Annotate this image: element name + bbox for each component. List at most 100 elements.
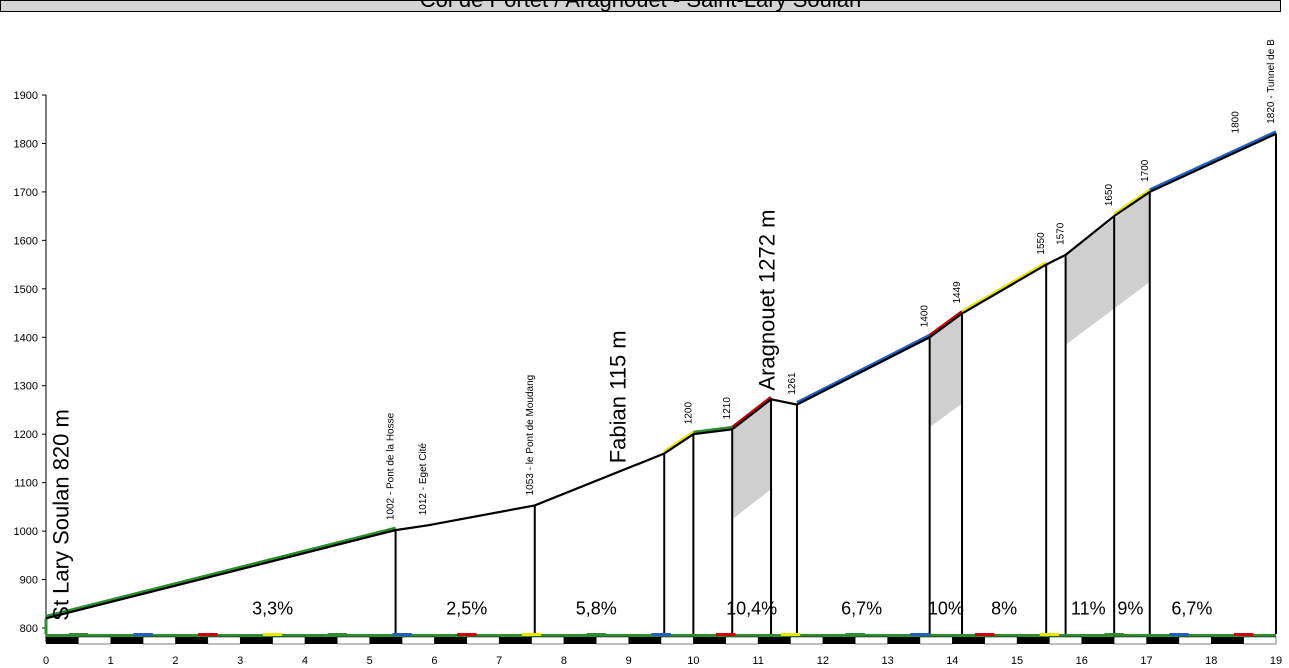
km-bar-dark [434,637,467,644]
point-label: 1012 - Eget Cité [418,443,429,516]
km-bar-light [272,636,306,645]
km-bar-color [457,633,477,636]
gradient-percent-label: 6,7% [1171,598,1212,618]
km-bar-color [68,633,89,636]
km-bar-dark [369,637,403,644]
gradient-percent-label: 2,5% [446,598,487,618]
x-tick-label: 10 [687,655,699,667]
title-bar: Col de Portet / Aragnouet - Saint-Lary S… [0,0,1281,12]
gradient-percent-label: 3,3% [252,598,293,618]
x-tick-label: 13 [881,655,893,667]
km-bar-light [1049,636,1083,645]
colored-gradient-segment [731,396,772,429]
x-tick-label: 12 [817,655,829,667]
x-tick-label: 1 [108,655,114,667]
km-bar-color [586,633,606,636]
km-bar-dark [822,637,856,644]
point-label: 1261 [787,372,798,395]
gradient-wedges [732,191,1150,520]
profile-line [45,132,1277,620]
point-label: 1700 [1140,159,1151,182]
km-bar-light [984,636,1018,645]
km-bar-light [142,636,176,645]
km-bar-dark [46,637,79,644]
profile-line-group [45,130,1277,620]
km-bar-dark [1146,637,1179,644]
km-bar-light [531,636,565,645]
km-bar-dark [758,637,791,644]
y-tick-label: 1900 [14,90,38,102]
point-label: 1550 [1036,232,1047,255]
y-tick-label: 1000 [14,526,38,538]
km-bar-color [780,633,801,636]
y-tick-label: 1500 [14,284,38,296]
y-tick-label: 900 [20,575,38,587]
colored-gradient-segment [928,310,963,337]
gradient-percent-label: 5,8% [576,598,617,618]
km-bar-color [651,633,671,636]
x-tick-label: 19 [1270,655,1282,667]
y-tick-label: 1600 [14,235,38,247]
km-bar-light [466,636,500,645]
km-bar-color [716,633,736,636]
place-label: St Lary Soulan 820 m [49,409,74,621]
colored-gradient-segment [693,425,733,434]
km-dividers [44,133,1277,634]
gradient-percent-label: 8% [991,598,1017,618]
labels: 1002 - Pont de la Hosse 1012 - Eget Cité 1… [49,39,1277,621]
km-bar-dark [628,637,661,644]
y-tick-label: 800 [20,623,38,635]
km-bar-light [78,636,111,645]
point-label: 1650 [1104,183,1115,206]
km-bar-color [910,633,930,636]
km-bar-dark [110,637,144,644]
point-label: 1200 [683,401,694,424]
km-bar-dark [1017,637,1050,644]
gradient-percent-label: 9% [1117,598,1143,618]
km-bar-dark [1081,637,1115,644]
km-bar-color [1169,633,1189,636]
km-bar-color [521,633,542,636]
colored-gradient-segment [663,430,695,453]
km-bar-light [1178,636,1212,645]
place-label: Aragnouet 1272 m [754,210,779,391]
x-tick-label: 17 [1140,655,1152,667]
km-bar-light [207,636,241,645]
km-bar-light [337,636,370,645]
x-tick-label: 14 [946,655,958,667]
place-label: Fabian 115 m [605,330,630,463]
x-tick-label: 15 [1011,655,1023,667]
x-tick-label: 2 [172,655,178,667]
x-tick-label: 5 [367,655,373,667]
km-bar-dark [240,637,273,644]
x-tick-label: 0 [43,655,49,667]
colored-gradient-segment [45,526,396,618]
km-bar-light [401,636,435,645]
y-tick-label: 1700 [14,187,38,199]
km-bar-color [1104,633,1124,636]
km-bar-color [974,633,995,636]
km-bar-light [660,636,694,645]
point-label: 1449 [952,281,963,304]
y-tick-label: 1100 [14,478,38,490]
km-bar-dark [563,637,597,644]
y-tick-label: 1200 [14,429,38,441]
colored-gradient-segment [1113,188,1151,216]
point-label: 1570 [1056,222,1067,245]
gradient-wedge [929,313,963,428]
gradient-percent-label: 6,7% [841,598,882,618]
chart-title: Col de Portet / Aragnouet - Saint-Lary S… [1,1,1280,11]
km-bar-color [392,633,412,636]
km-bar-light [854,636,888,645]
km-bar-color [845,633,865,636]
km-bar-light [790,636,824,645]
point-label: 1820 - Tunnel de B [1266,39,1277,124]
gradient-wedge [732,399,772,520]
x-tick-label: 7 [496,655,502,667]
x-tick-label: 8 [561,655,567,667]
y-tick-label: 1400 [14,332,38,344]
gradient-percent-label: 10% [928,598,964,618]
point-label: 1053 - le Pont de Moudang [525,375,536,496]
x-tick-label: 9 [626,655,632,667]
